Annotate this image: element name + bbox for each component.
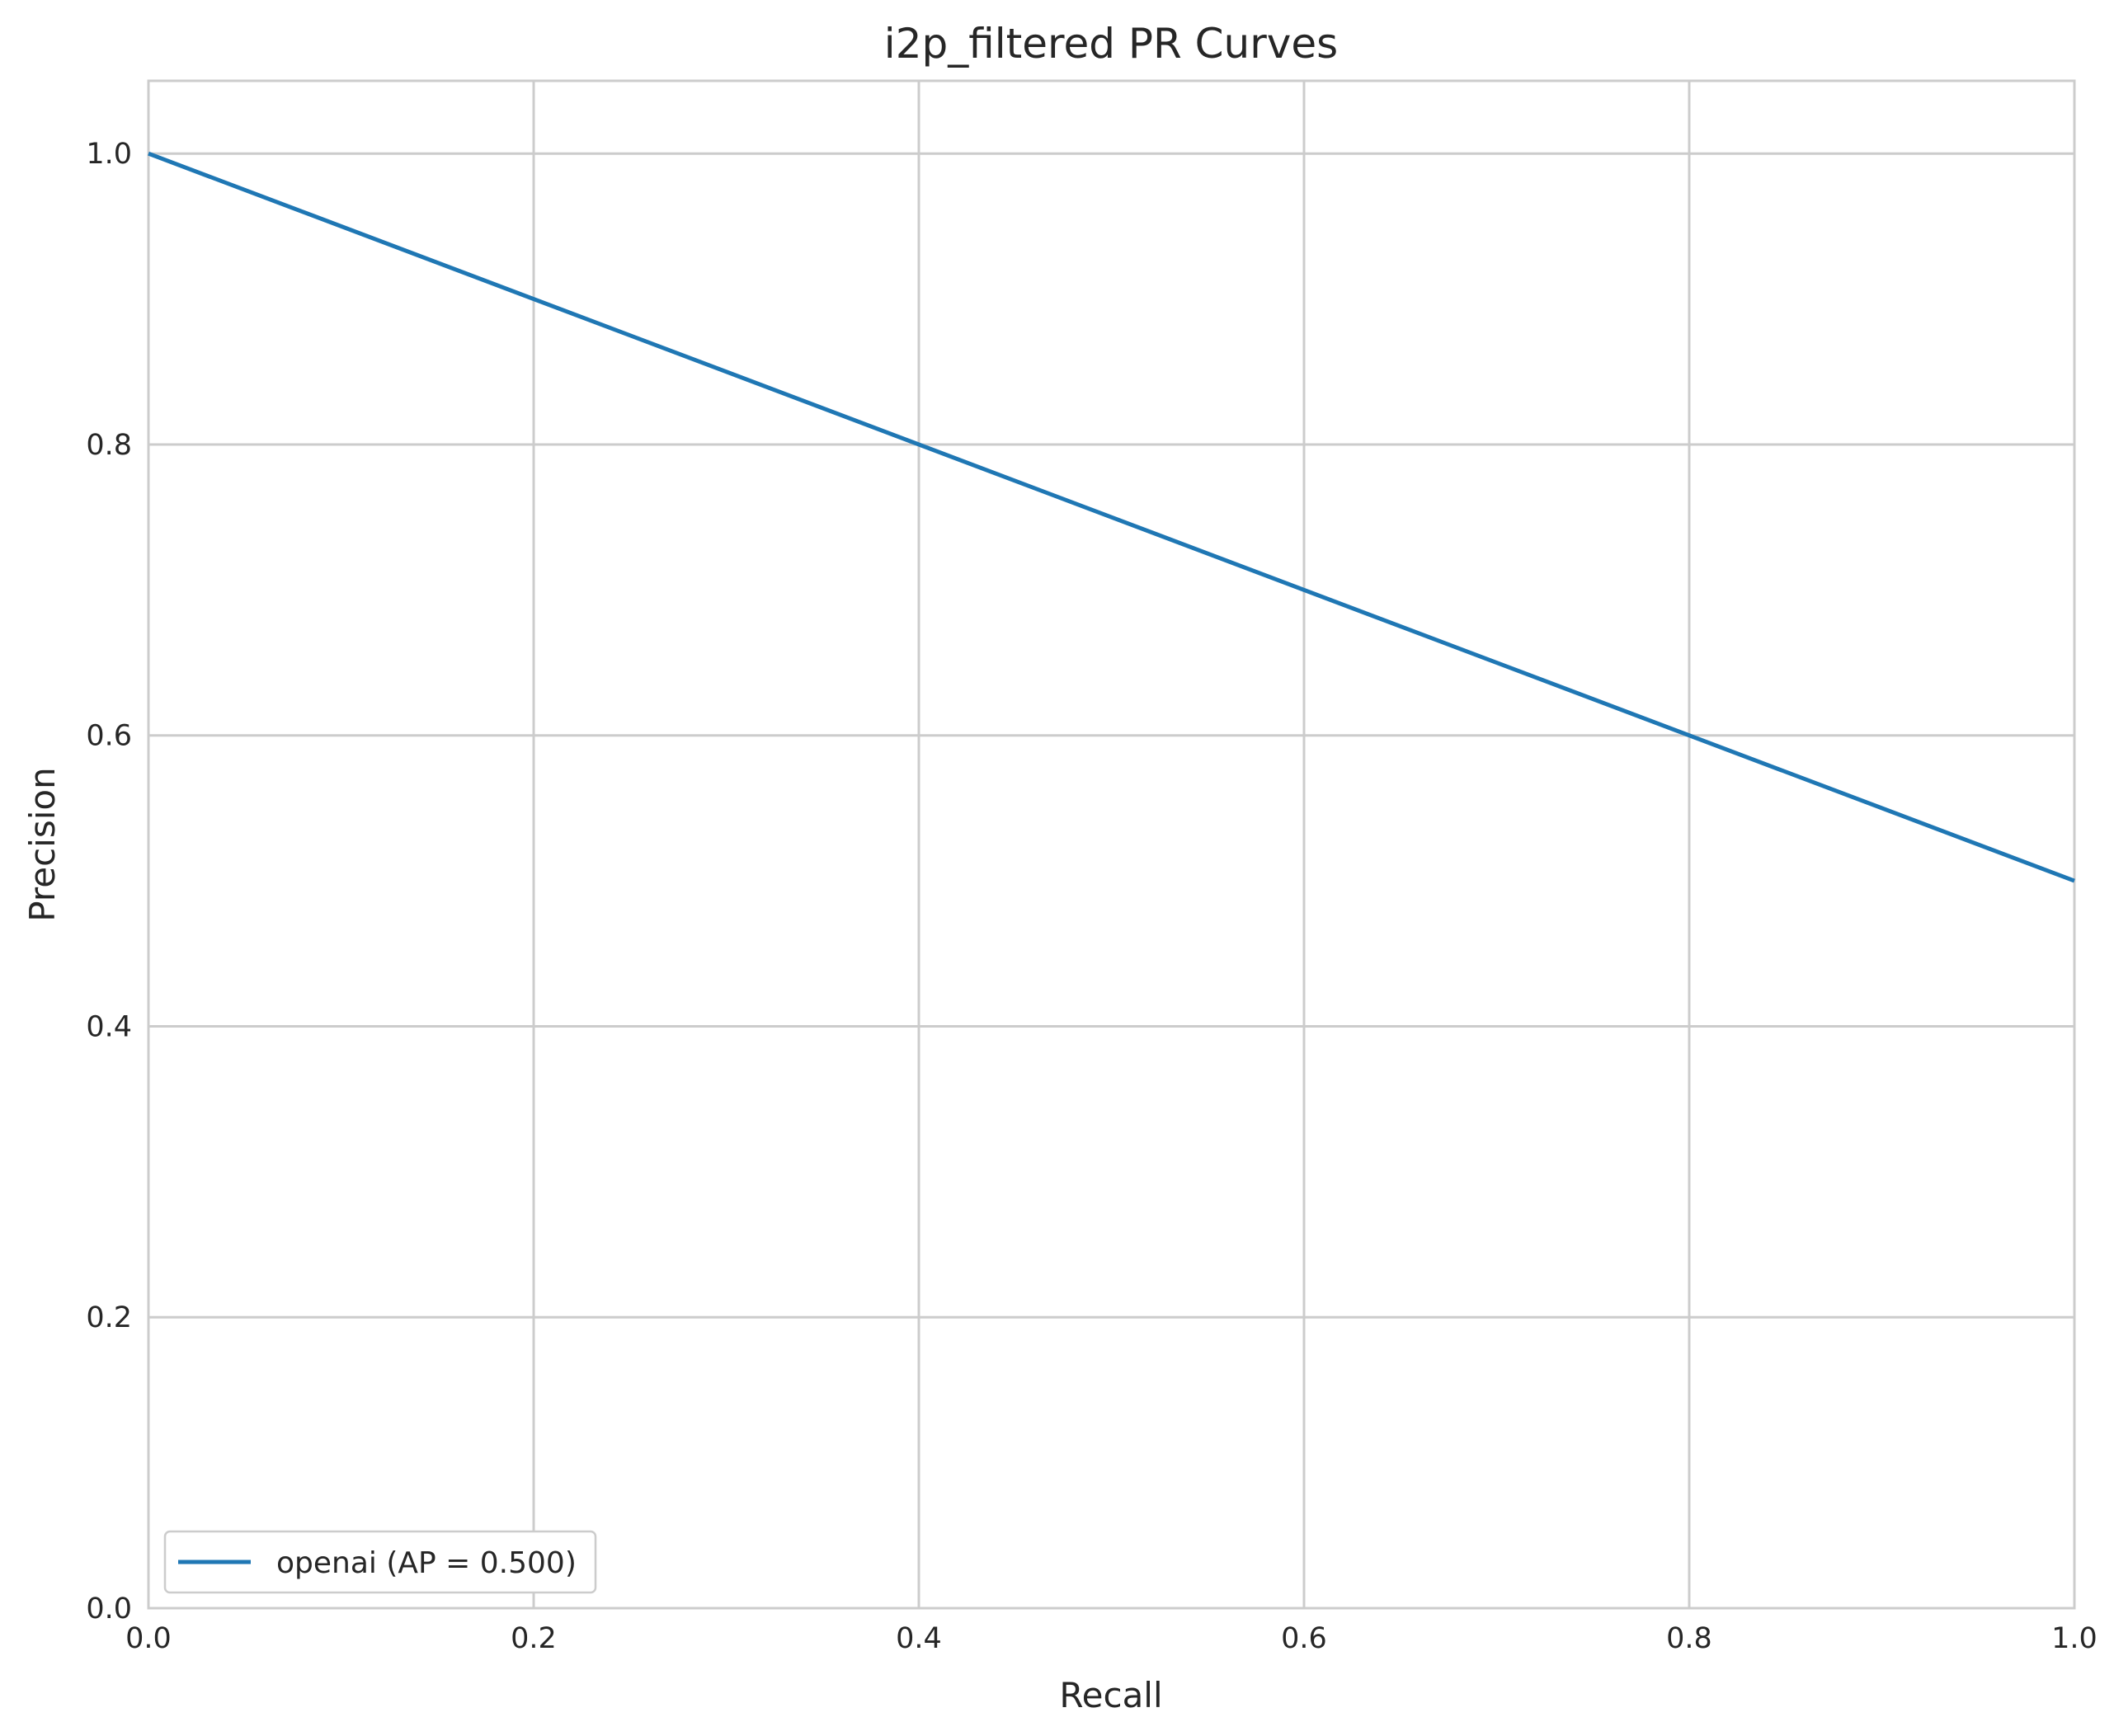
plot-frame [147,79,2076,1610]
legend: openai (AP = 0.500) [163,1530,597,1594]
series-layer [148,151,2075,883]
x-tick-label: 0.6 [1281,1622,1327,1655]
x-tick-label: 1.0 [2051,1622,2098,1655]
x-tick-label: 0.4 [896,1622,942,1655]
x-tick-label: 0.2 [511,1622,557,1655]
tick-layer: 0.0 0.2 0.4 0.6 0.8 1.0 0.0 0.2 0.4 0.6 0.8 1.0 [86,138,2098,1655]
y-tick-label: 0.0 [86,1593,132,1625]
grid-layer [147,81,2076,1610]
legend-box [163,1530,597,1594]
x-tick-label: 0.0 [125,1622,172,1655]
y-tick-label: 0.6 [86,720,132,753]
y-tick-label: 0.2 [86,1301,132,1334]
y-tick-label: 0.8 [86,429,132,462]
series-line-openai [148,151,2075,883]
x-axis-label: Recall [1059,1675,1162,1715]
x-tick-label: 0.8 [1666,1622,1712,1655]
legend-entry-label: openai (AP = 0.500) [276,1546,577,1580]
y-tick-label: 1.0 [86,138,132,171]
y-tick-label: 0.4 [86,1010,132,1043]
y-axis-label: Precision [22,767,63,921]
chart-title: i2p_filtered PR Curves [884,20,1338,68]
